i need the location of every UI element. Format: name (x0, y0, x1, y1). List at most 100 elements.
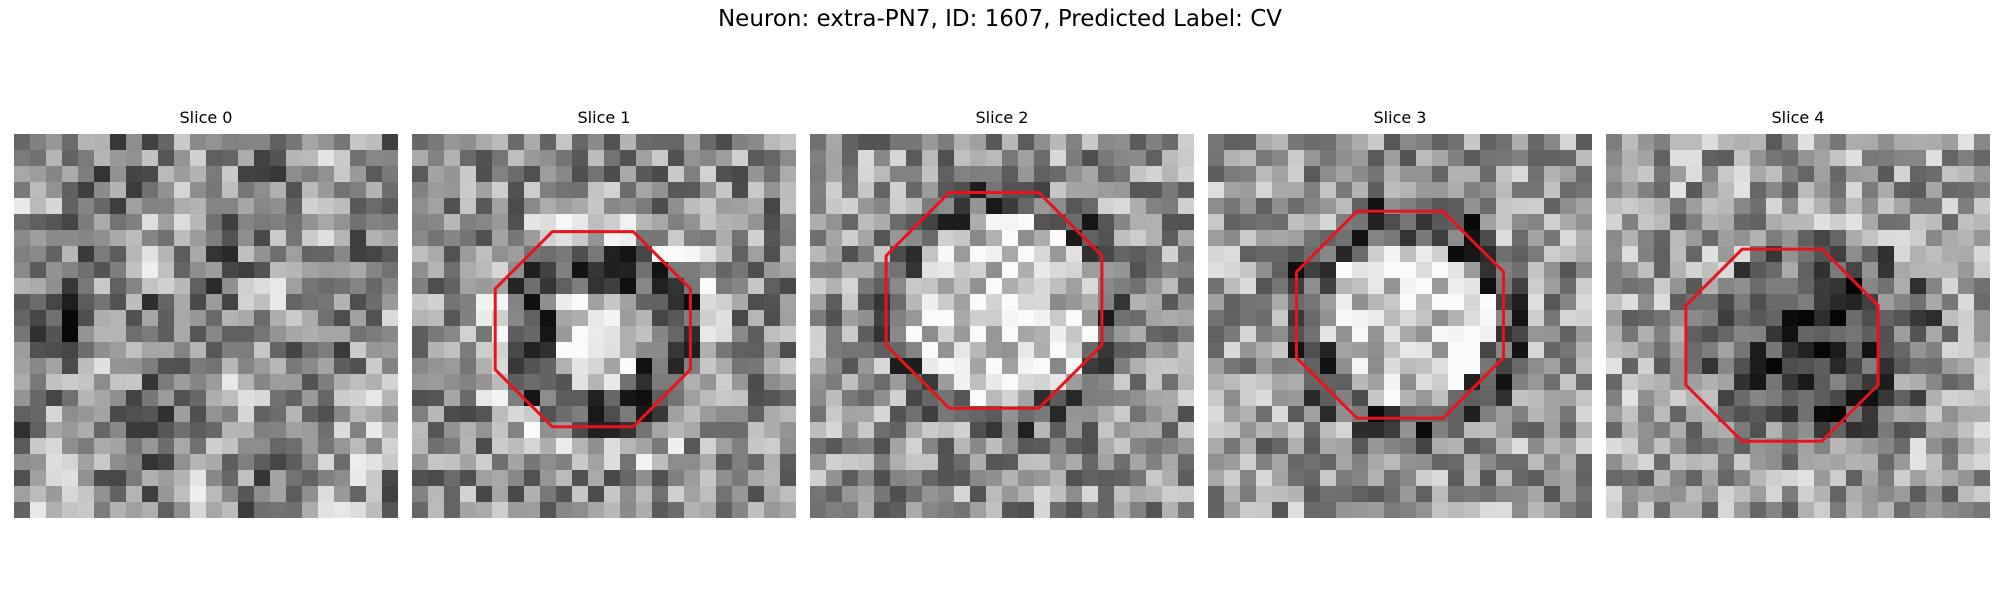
pixel (492, 198, 509, 215)
pixel (732, 246, 749, 263)
pixel (1114, 406, 1131, 423)
pixel (174, 246, 191, 263)
pixel (826, 182, 843, 199)
pixel (492, 182, 509, 199)
pixel (1240, 294, 1257, 311)
pixel (810, 374, 827, 391)
pixel (1974, 326, 1990, 343)
pixel (1702, 502, 1719, 518)
pixel (986, 150, 1003, 167)
pixel (954, 422, 971, 439)
pixel (270, 470, 287, 487)
pixel (1400, 262, 1417, 279)
pixel (1734, 422, 1751, 439)
pixel (922, 166, 939, 183)
pixel (1862, 310, 1879, 327)
pixel (954, 198, 971, 215)
pixel (444, 294, 461, 311)
pixel (428, 374, 445, 391)
pixel (30, 422, 47, 439)
pixel (1400, 246, 1417, 263)
pixel (492, 406, 509, 423)
pixel (954, 374, 971, 391)
pixel (94, 134, 111, 151)
pixel (556, 198, 573, 215)
pixel (572, 358, 589, 375)
pixel (1146, 198, 1163, 215)
pixel (524, 342, 541, 359)
pixel (412, 134, 429, 151)
pixel (492, 390, 509, 407)
pixel (1654, 214, 1671, 231)
pixel (1208, 438, 1225, 455)
pixel (1050, 438, 1067, 455)
pixel (732, 278, 749, 295)
pixel (1224, 150, 1241, 167)
pixel (556, 358, 573, 375)
pixel (428, 294, 445, 311)
pixel (334, 198, 351, 215)
pixel (1830, 342, 1847, 359)
pixel (1432, 150, 1449, 167)
pixel (700, 454, 717, 471)
pixel (780, 150, 796, 167)
pixel (1224, 470, 1241, 487)
pixel (1066, 438, 1083, 455)
pixel (1304, 166, 1321, 183)
pixel (1432, 310, 1449, 327)
pixel (1448, 246, 1465, 263)
pixel (444, 422, 461, 439)
pixel (254, 342, 271, 359)
pixel (1130, 406, 1147, 423)
pixel (1606, 390, 1623, 407)
pixel (1910, 134, 1927, 151)
pixel (62, 150, 79, 167)
pixel (1384, 422, 1401, 439)
pixel (1670, 438, 1687, 455)
pixel (1766, 326, 1783, 343)
pixel (238, 326, 255, 343)
pixel (620, 406, 637, 423)
panel-slice-2: Slice 2 (810, 108, 1194, 520)
pixel (286, 390, 303, 407)
pixel (922, 230, 939, 247)
pixel (874, 422, 891, 439)
pixel (1224, 342, 1241, 359)
pixel (1560, 502, 1577, 518)
pixel (780, 326, 796, 343)
pixel (1926, 342, 1943, 359)
pixel (222, 150, 239, 167)
pixel (444, 326, 461, 343)
pixel (1910, 278, 1927, 295)
pixel (1098, 470, 1115, 487)
pixel (572, 134, 589, 151)
pixel (764, 374, 781, 391)
pixel (1018, 406, 1035, 423)
pixel (810, 438, 827, 455)
pixel (1368, 502, 1385, 518)
pixel (286, 502, 303, 518)
pixel (780, 502, 796, 518)
pixel (1304, 134, 1321, 151)
pixel (1734, 278, 1751, 295)
pixel (1878, 246, 1895, 263)
pixel (858, 262, 875, 279)
pixel (1130, 262, 1147, 279)
pixel (1942, 470, 1959, 487)
pixel (270, 486, 287, 503)
pixel (588, 230, 605, 247)
pixel (604, 486, 621, 503)
pixel (110, 310, 127, 327)
pixel (1336, 278, 1353, 295)
pixel (732, 134, 749, 151)
pixel (428, 198, 445, 215)
pixel (588, 294, 605, 311)
pixel (238, 358, 255, 375)
pixel (572, 198, 589, 215)
pixel (1114, 470, 1131, 487)
pixel (524, 198, 541, 215)
pixel (556, 390, 573, 407)
pixel (652, 262, 669, 279)
pixel (1576, 294, 1592, 311)
